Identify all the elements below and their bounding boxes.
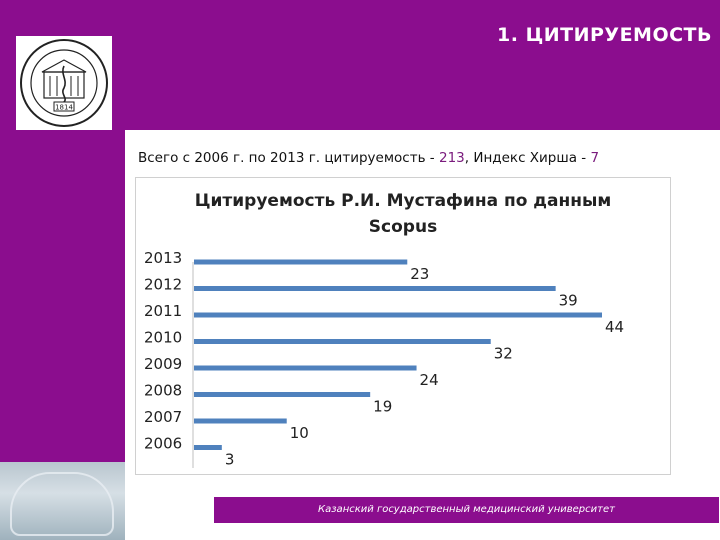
category-label-2010: 2010 xyxy=(144,329,182,347)
category-label-2007: 2007 xyxy=(144,408,182,426)
bar-2010 xyxy=(194,339,491,344)
bar-chart: 2013 23 2012 39 2011 44 2010 32 2009 24 2008 19 2007… xyxy=(144,249,624,469)
bar-2009 xyxy=(194,365,417,371)
data-label-2009: 24 xyxy=(420,371,439,389)
lab-photo xyxy=(0,462,125,540)
bar-2007 xyxy=(194,418,287,424)
flask-icon xyxy=(10,472,114,536)
bar-2012 xyxy=(194,286,556,291)
bar-2006 xyxy=(194,445,222,450)
chart-title-line-1: Цитируемость Р.И. Мустафина по данным xyxy=(194,191,612,211)
summary-citations: 213 xyxy=(438,150,465,166)
citation-summary: Всего с 2006 г. по 2013 г. цитируемость … xyxy=(138,150,599,166)
data-label-2006: 3 xyxy=(225,451,235,469)
summary-prefix: Всего с 2006 г. по 2013 г. цитируемость … xyxy=(138,150,439,166)
chart-panel: Цитируемость Р.И. Мустафина по данным Sc… xyxy=(135,177,671,475)
data-label-2007: 10 xyxy=(290,424,309,442)
bar-2011 xyxy=(194,312,602,318)
category-label-2013: 2013 xyxy=(144,249,182,267)
category-label-2012: 2012 xyxy=(144,276,182,294)
summary-mid: , Индекс Хирша - xyxy=(464,150,591,166)
data-label-2013: 23 xyxy=(410,265,429,283)
bar-2008 xyxy=(194,392,371,397)
university-logo: 1814 xyxy=(16,36,112,130)
data-label-2008: 19 xyxy=(373,398,392,416)
footer-text: Казанский государственный медицинский ун… xyxy=(318,504,615,515)
footer-bar: Казанский государственный медицинский ун… xyxy=(213,496,720,524)
bar-2013 xyxy=(194,259,408,265)
category-label-2009: 2009 xyxy=(144,355,182,373)
category-label-2006: 2006 xyxy=(144,435,182,453)
category-label-2008: 2008 xyxy=(144,382,182,400)
data-label-2011: 44 xyxy=(605,318,624,336)
data-label-2010: 32 xyxy=(494,345,513,363)
data-label-2012: 39 xyxy=(559,292,578,310)
chart-title-line-2: Scopus xyxy=(368,217,438,237)
page-title: 1. ЦИТИРУЕМОСТЬ xyxy=(497,24,712,46)
logo-year: 1814 xyxy=(55,104,73,112)
category-label-2011: 2011 xyxy=(144,302,182,320)
chart-title: Цитируемость Р.И. Мустафина по данным Sc… xyxy=(136,188,670,240)
summary-hindex: 7 xyxy=(590,150,600,166)
university-seal-icon: 1814 xyxy=(20,39,108,127)
